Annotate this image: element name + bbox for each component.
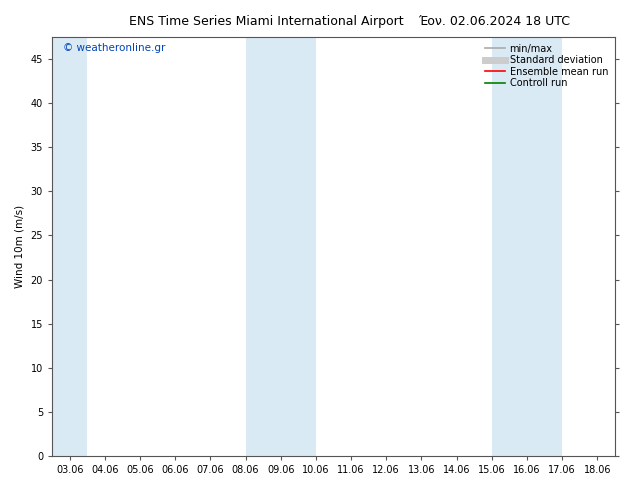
Legend: min/max, Standard deviation, Ensemble mean run, Controll run: min/max, Standard deviation, Ensemble me… xyxy=(481,40,612,92)
Bar xyxy=(245,37,316,456)
Y-axis label: Wind 10m (m/s): Wind 10m (m/s) xyxy=(15,205,25,288)
Text: ENS Time Series Miami International Airport: ENS Time Series Miami International Airp… xyxy=(129,15,404,28)
Bar xyxy=(52,37,87,456)
Text: © weatheronline.gr: © weatheronline.gr xyxy=(63,43,165,53)
Text: Έον. 02.06.2024 18 UTC: Έον. 02.06.2024 18 UTC xyxy=(418,15,571,28)
Bar xyxy=(492,37,562,456)
